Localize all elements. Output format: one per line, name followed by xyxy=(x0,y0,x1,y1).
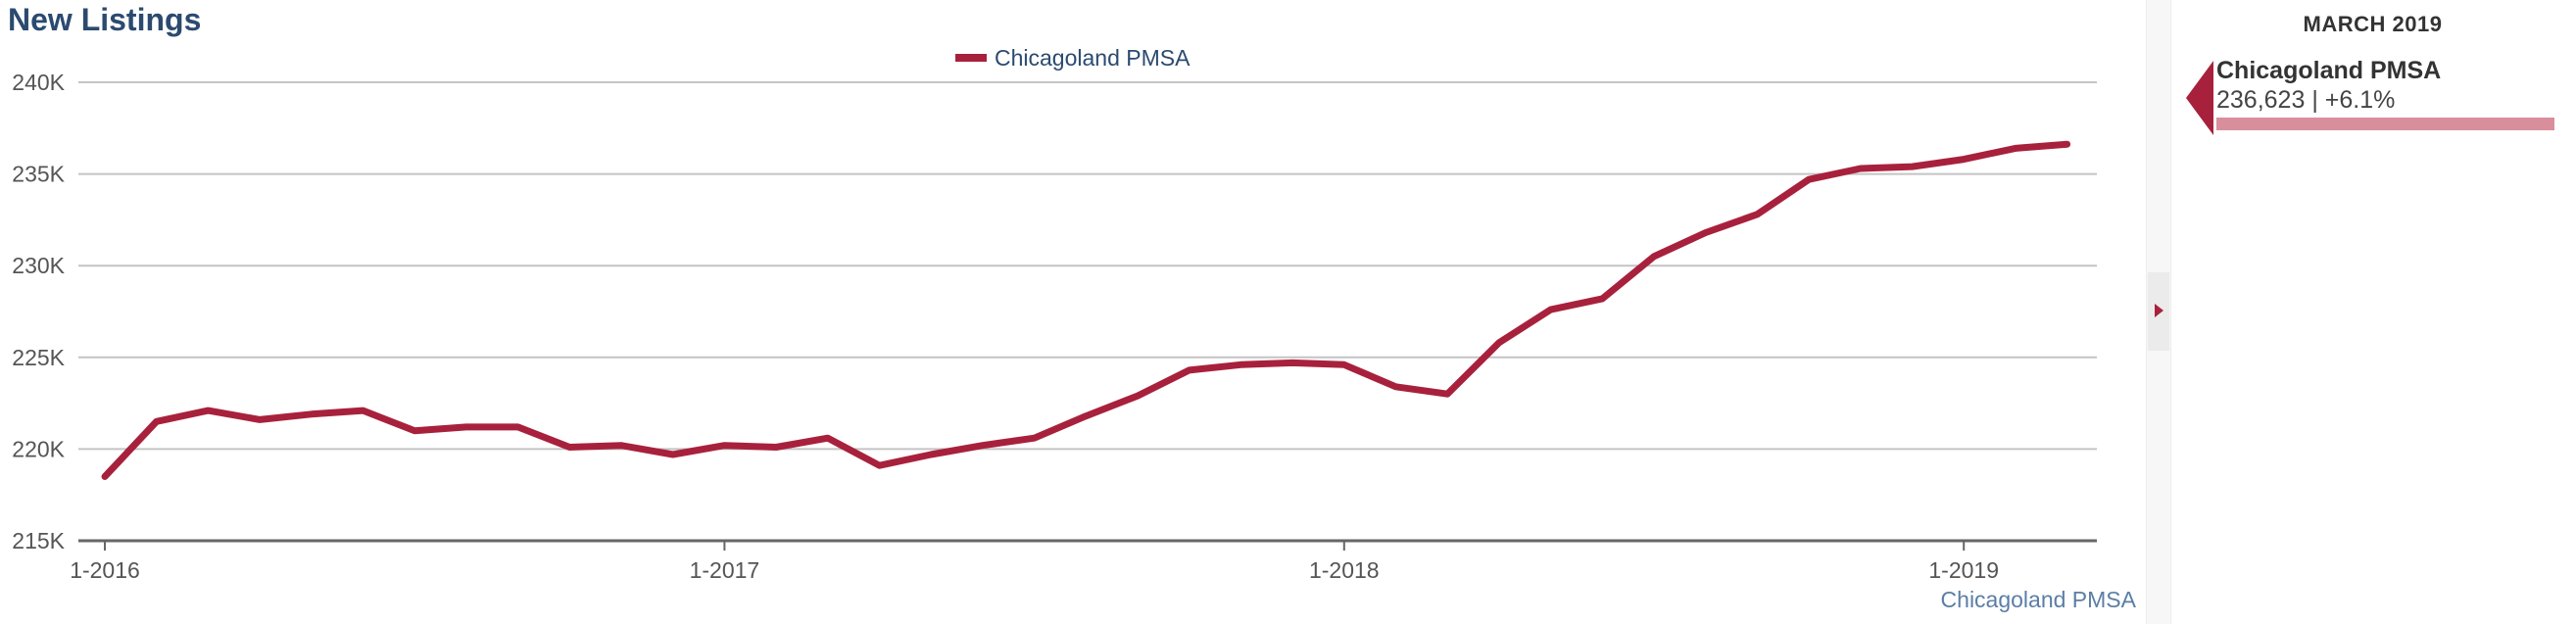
panel-period: MARCH 2019 xyxy=(2303,12,2443,36)
chevron-right-icon xyxy=(2155,304,2163,317)
collapse-panel-toggle[interactable] xyxy=(2148,272,2169,351)
chart-title: New Listings xyxy=(8,2,202,37)
source-label: Chicagoland PMSA xyxy=(1941,587,2137,612)
y-tick-label: 240K xyxy=(12,70,65,95)
x-tick-label: 1-2016 xyxy=(70,557,140,583)
grid-layer xyxy=(78,81,2097,543)
y-tick-label: 215K xyxy=(12,528,65,553)
detail-panel: MARCH 2019 Chicagoland PMSA 236,623 | +6… xyxy=(2169,0,2576,624)
x-tick-label: 1-2017 xyxy=(690,557,760,583)
y-tick-label: 225K xyxy=(12,345,65,370)
y-tick-label: 230K xyxy=(12,253,65,278)
legend-swatch xyxy=(955,54,987,62)
y-tick-label: 235K xyxy=(12,162,65,187)
panel-series-value: 236,623 | +6.1% xyxy=(2216,86,2396,114)
x-axis-ticks: 1-2016 1-2017 1-2018 1-2019 xyxy=(70,541,1999,583)
x-tick-label: 1-2018 xyxy=(1309,557,1380,583)
panel-value-bar xyxy=(2216,118,2554,130)
pointer-icon xyxy=(2186,61,2213,135)
y-tick-label: 220K xyxy=(12,436,65,461)
series-line[interactable] xyxy=(101,140,2071,480)
x-tick-label: 1-2019 xyxy=(1928,557,1999,583)
y-axis-ticks: 215K 220K 225K 230K 235K 240K xyxy=(12,70,65,553)
series-layer xyxy=(101,140,2071,480)
panel-series-name: Chicagoland PMSA xyxy=(2216,57,2442,84)
legend[interactable]: Chicagoland PMSA xyxy=(955,45,1191,71)
legend-label[interactable]: Chicagoland PMSA xyxy=(995,45,1191,71)
